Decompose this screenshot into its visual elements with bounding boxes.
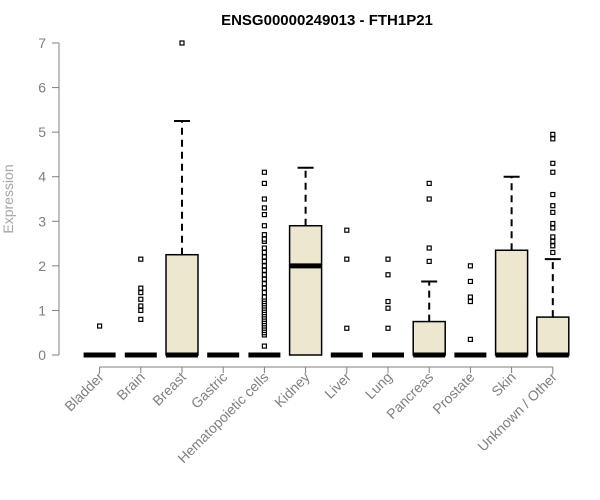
x-tick-label: Lung <box>362 369 395 402</box>
outlier-point <box>550 234 556 240</box>
outlier-point <box>261 263 267 269</box>
x-tick-label: Skin <box>488 369 519 400</box>
outlier-point <box>550 209 556 215</box>
outlier-point <box>261 232 267 238</box>
outlier-point <box>550 136 556 142</box>
outlier-point <box>261 236 267 242</box>
y-axis-label: Expression <box>0 164 16 233</box>
box-brain <box>124 256 157 358</box>
outlier-point <box>261 249 267 256</box>
outlier-point <box>138 296 144 302</box>
box-liver <box>330 227 363 358</box>
outlier-point <box>261 205 267 211</box>
outlier-point <box>385 272 391 278</box>
outlier-point <box>344 256 350 262</box>
outlier-point <box>550 220 556 227</box>
outlier-point <box>261 258 267 264</box>
outlier-point <box>261 276 267 282</box>
box-iqr <box>165 253 199 356</box>
outlier-point <box>261 290 267 296</box>
outlier-point <box>426 196 432 202</box>
box-iqr <box>536 316 570 356</box>
x-tick-label: Liver <box>321 369 354 402</box>
x-tick-label: Brain <box>113 369 147 403</box>
outlier-point <box>550 225 556 231</box>
boxes <box>83 40 570 358</box>
outlier-point <box>261 169 267 175</box>
box-skin <box>494 175 529 358</box>
outlier-point <box>385 325 391 331</box>
chart-title: ENSG00000249013 - FTH1P21 <box>221 12 433 29</box>
outlier-point <box>179 40 185 46</box>
outlier-point <box>261 294 267 300</box>
y-tick-label: 3 <box>38 213 46 229</box>
outlier-point <box>550 238 556 244</box>
outlier-point <box>96 323 103 329</box>
outlier-point <box>550 203 556 209</box>
y-tick-label: 5 <box>38 124 46 140</box>
outlier-point <box>261 212 267 218</box>
y-tick-label: 2 <box>38 258 46 274</box>
x-tick-label: Kidney <box>271 369 313 411</box>
x-tick-label: Breast <box>149 369 189 409</box>
outlier-point <box>138 290 144 296</box>
outlier-point <box>550 160 556 166</box>
outlier-point <box>261 245 267 251</box>
outlier-point <box>467 336 473 342</box>
outlier-point <box>261 343 267 349</box>
outlier-point <box>261 223 267 229</box>
outlier-point <box>138 307 144 314</box>
box-bladder <box>83 323 116 358</box>
outlier-point <box>467 278 473 285</box>
y-tick-label: 7 <box>38 35 46 51</box>
outlier-point <box>467 294 473 300</box>
outlier-point <box>550 131 556 137</box>
outlier-point <box>426 180 432 186</box>
outlier-point <box>261 281 267 287</box>
outlier-point <box>385 298 391 305</box>
outlier-point <box>467 298 473 305</box>
y-tick-label: 4 <box>38 169 46 185</box>
box-breast <box>165 40 199 358</box>
outlier-point <box>344 325 350 331</box>
outlier-point <box>261 285 267 291</box>
outlier-point <box>261 196 267 202</box>
outlier-point <box>138 256 144 262</box>
x-tick-label: Bladder <box>61 369 107 415</box>
box-lung <box>372 256 404 358</box>
box-iqr <box>288 224 323 356</box>
box-pancreas <box>412 180 446 358</box>
outlier-point <box>385 256 391 262</box>
y-tick-label: 1 <box>38 302 46 318</box>
outlier-point <box>261 272 267 278</box>
y-tick-label: 6 <box>38 80 46 96</box>
outlier-point <box>426 245 432 251</box>
outlier-point <box>550 249 556 256</box>
outlier-point <box>344 227 350 233</box>
outlier-point <box>426 258 432 264</box>
box-hematopoietic-cells <box>248 169 281 358</box>
y-tick-label: 0 <box>38 347 46 363</box>
outlier-point <box>138 285 144 291</box>
outlier-point <box>385 305 391 311</box>
box-unknown-other <box>536 131 570 358</box>
outlier-point <box>550 191 556 198</box>
outlier-point <box>261 254 267 260</box>
outlier-point <box>261 180 267 186</box>
box-iqr <box>412 320 446 356</box>
y-axis: 0 1 2 3 4 5 6 7 <box>38 35 60 363</box>
box-prostate <box>454 263 487 358</box>
box-kidney <box>288 166 323 356</box>
outlier-point <box>138 303 144 309</box>
box-iqr <box>494 249 529 356</box>
outlier-point <box>467 263 473 269</box>
outlier-point <box>550 169 556 175</box>
x-tick-label: Prostate <box>429 369 477 417</box>
outlier-point <box>550 243 556 249</box>
outlier-point <box>261 267 267 273</box>
outlier-point <box>138 316 144 322</box>
